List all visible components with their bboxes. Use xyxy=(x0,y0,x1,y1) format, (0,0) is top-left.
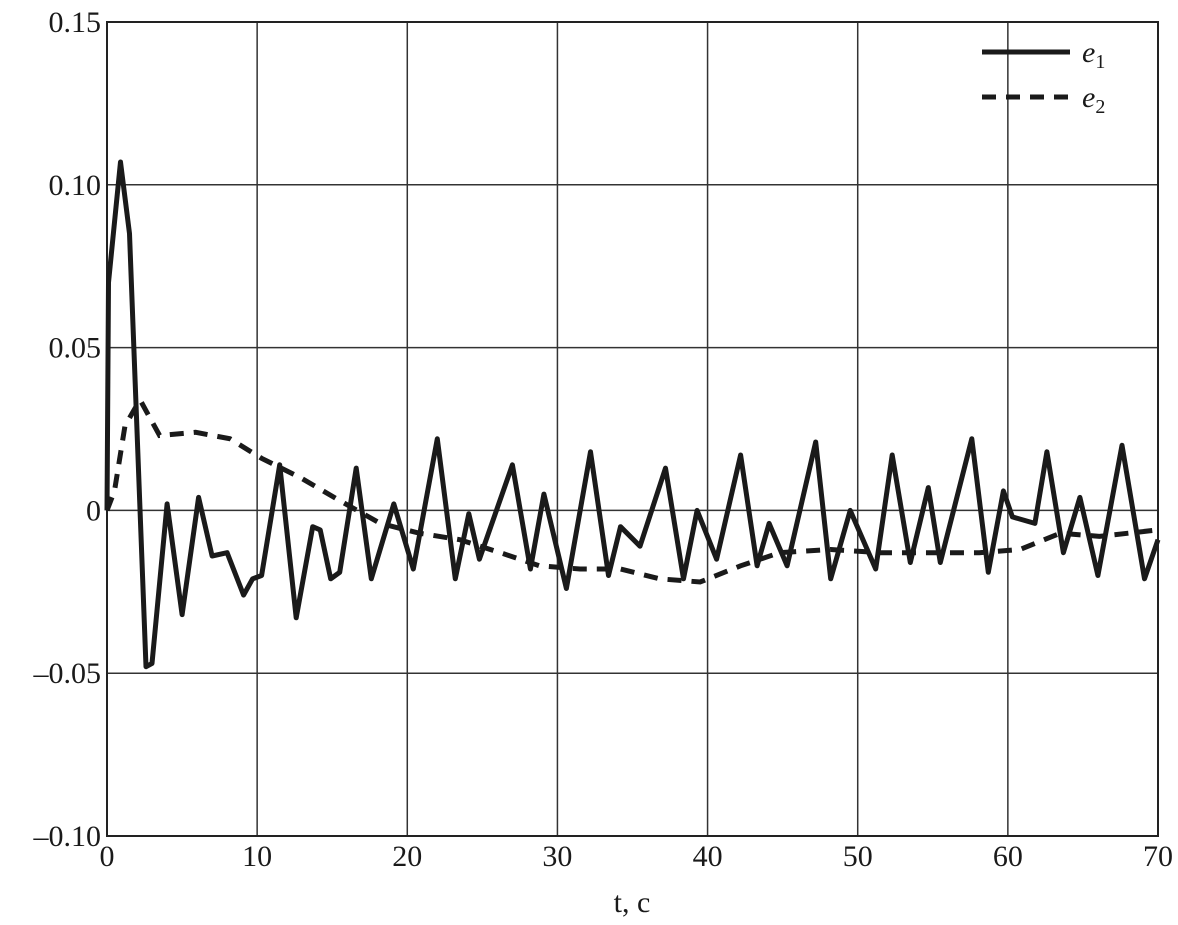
y-tick-label: 0.15 xyxy=(49,6,102,39)
series-line-e1 xyxy=(104,159,1161,670)
x-tick-label: 0 xyxy=(100,840,115,873)
x-axis: 0 10 20 30 40 50 60 70 xyxy=(100,840,1174,873)
x-tick-label: 60 xyxy=(993,840,1023,873)
x-tick-label: 70 xyxy=(1143,840,1173,873)
x-tick-label: 10 xyxy=(242,840,272,873)
y-tick-label: 0 xyxy=(86,494,101,527)
legend-label: e1 xyxy=(1082,36,1105,73)
series-lines xyxy=(104,159,1161,670)
y-axis: 0.15 0.10 0.05 0 –0.05 –0.10 xyxy=(33,6,102,853)
legend-label: e2 xyxy=(1082,81,1105,118)
y-tick-label: 0.10 xyxy=(49,169,102,202)
y-tick-label: –0.10 xyxy=(33,820,102,853)
x-tick-label: 50 xyxy=(843,840,873,873)
plot-frame xyxy=(106,21,1159,837)
y-tick-label: 0.05 xyxy=(49,332,102,365)
y-tick-label: –0.05 xyxy=(33,657,102,690)
x-tick-label: 20 xyxy=(392,840,422,873)
x-tick-label: 30 xyxy=(542,840,572,873)
grid xyxy=(106,21,1159,837)
series-line-e2 xyxy=(104,394,1159,585)
x-tick-label: 40 xyxy=(693,840,723,873)
x-axis-label: t, c xyxy=(614,886,651,919)
